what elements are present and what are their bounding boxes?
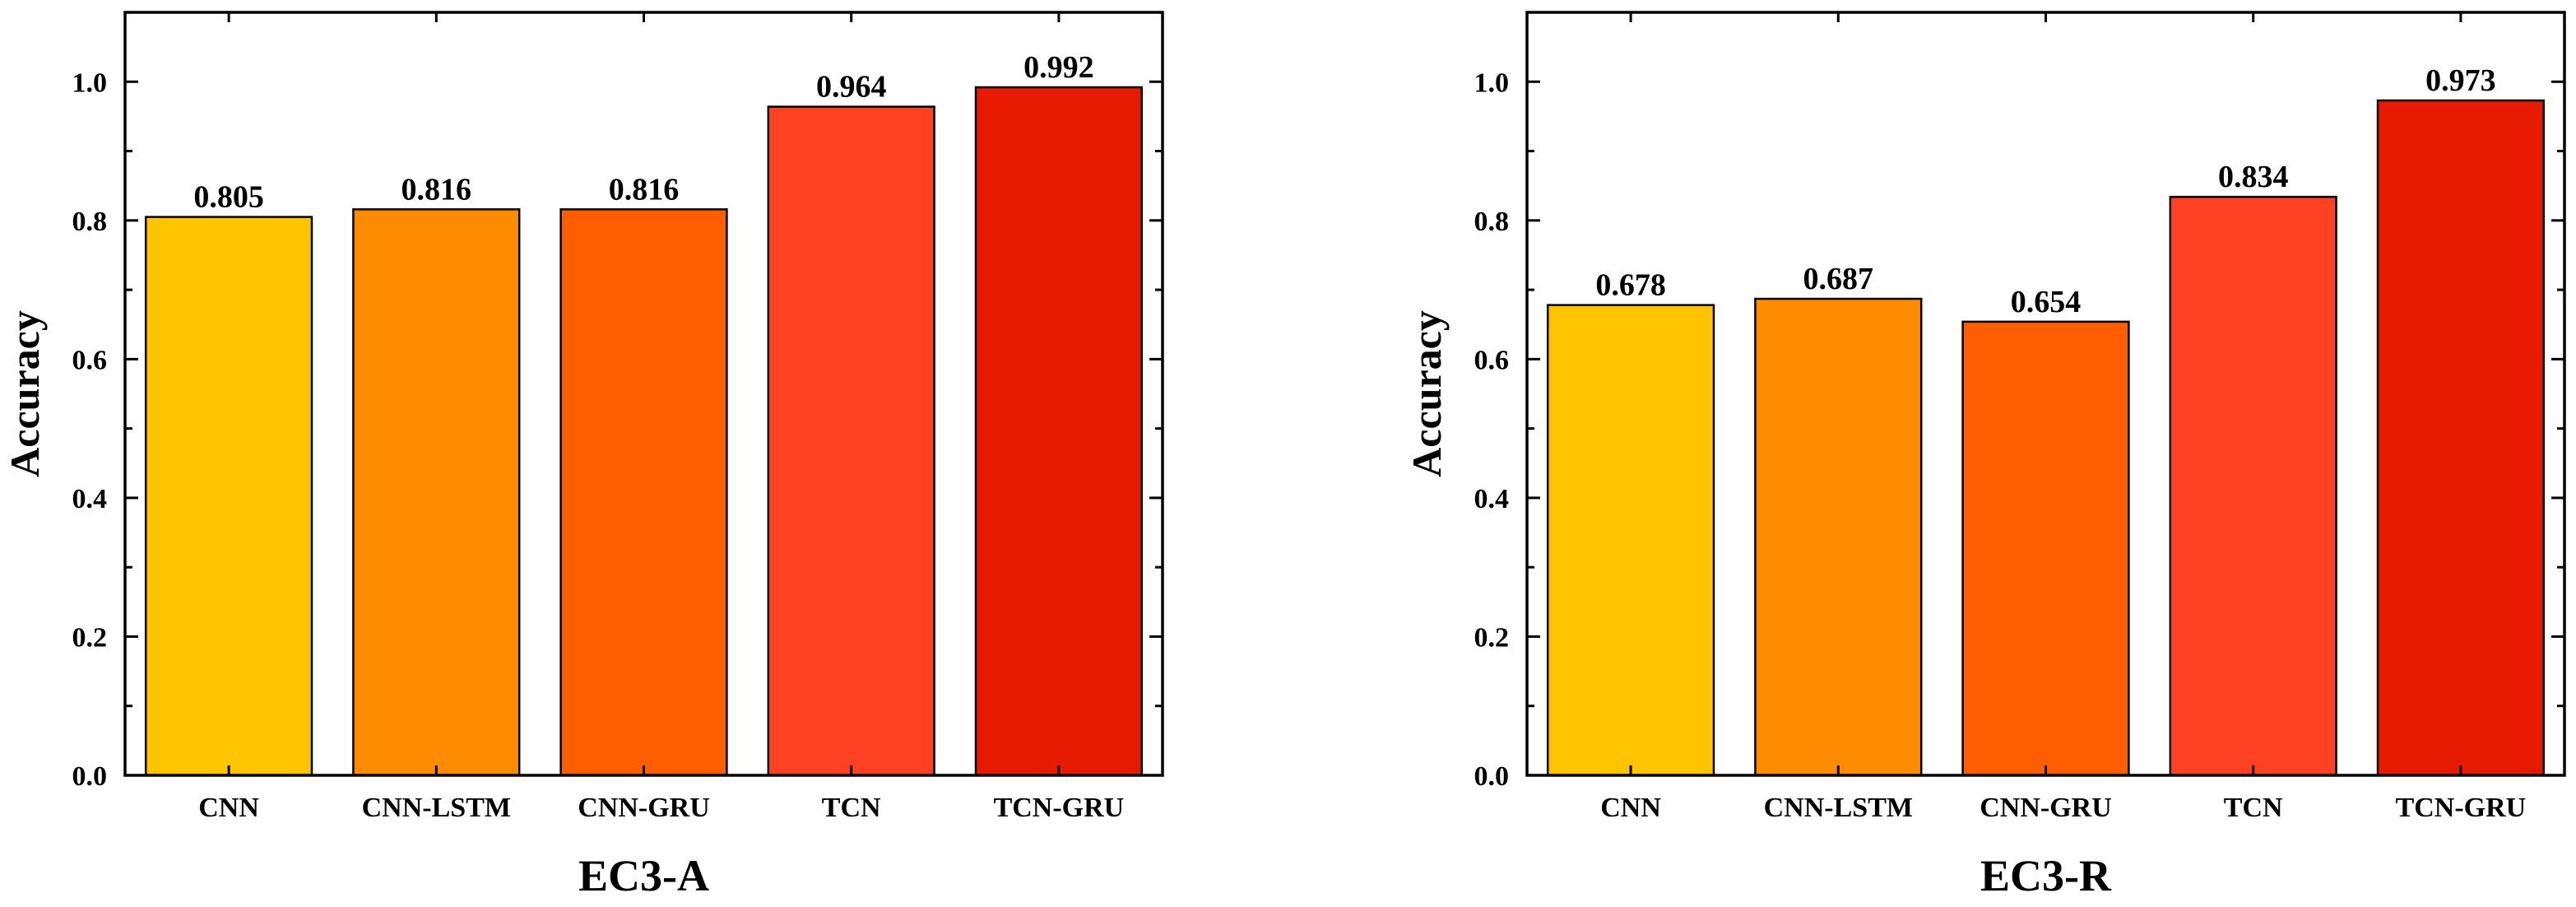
y-tick-label: 0.8 <box>72 207 108 237</box>
y-tick-label: 0.6 <box>72 345 108 375</box>
chart-panel-ec3-a: 0.805 0.816 0.816 0.964 0.992 0.0 0.2 0.4 0.6 0.8… <box>2 11 1164 900</box>
y-tick-label: 1.0 <box>72 67 108 98</box>
y-tick-label: 0.4 <box>72 484 108 514</box>
bar-value-label: 0.687 <box>1803 262 1874 296</box>
bar-value-label: 0.964 <box>816 70 887 105</box>
bar-cnn-gru <box>559 208 728 777</box>
x-category-label: CNN <box>198 793 259 823</box>
y-tick-label: 1.0 <box>1474 67 1510 98</box>
y-axis-title: Accuracy <box>1404 310 1450 477</box>
bar-value-label: 0.973 <box>2425 63 2496 98</box>
y-tick-label: 0.2 <box>1474 622 1510 653</box>
y-tick-label: 0.8 <box>1474 207 1510 237</box>
bar-value-label: 0.654 <box>2011 285 2082 319</box>
bar-value-label: 0.805 <box>193 180 264 215</box>
bar-cnn-gru <box>1961 320 2130 777</box>
chart-panel-ec3-r: 0.678 0.687 0.654 0.834 0.973 0.0 0.2 0.4 0.6 0.8… <box>1404 11 2566 900</box>
y-tick-label: 0.0 <box>1474 761 1510 792</box>
x-category-label: CNN-LSTM <box>362 793 511 823</box>
x-category-label: CNN-LSTM <box>1764 793 1913 823</box>
x-category-label: CNN-GRU <box>1980 793 2112 823</box>
y-tick-label: 0.0 <box>72 761 108 792</box>
bar-value-label: 0.834 <box>2218 160 2289 194</box>
bar-value-label: 0.678 <box>1595 268 1666 303</box>
bar-cnn <box>1546 304 1715 777</box>
bar-tcn <box>767 105 935 777</box>
y-axis-title: Accuracy <box>2 310 48 477</box>
x-axis-title: EC3-R <box>1980 851 2112 900</box>
x-category-label: TCN <box>822 793 881 823</box>
x-category-label: TCN-GRU <box>994 793 1125 823</box>
bar-tcn-gru <box>2376 99 2546 777</box>
bar-value-label: 0.816 <box>609 172 680 207</box>
x-category-label: CNN-GRU <box>578 793 710 823</box>
bar-cnn <box>144 216 313 777</box>
x-category-label: TCN-GRU <box>2396 793 2527 823</box>
bar-value-label: 0.992 <box>1023 50 1094 85</box>
x-axis-title: EC3-A <box>578 851 709 900</box>
bar-value-label: 0.816 <box>401 172 472 207</box>
bar-tcn <box>2169 195 2337 777</box>
x-category-label: TCN <box>2224 793 2283 823</box>
y-tick-label: 0.2 <box>72 622 108 653</box>
x-category-label: CNN <box>1600 793 1661 823</box>
y-tick-label: 0.4 <box>1474 484 1510 514</box>
bar-cnn-lstm <box>352 208 521 777</box>
bar-cnn-lstm <box>1754 297 1923 777</box>
y-tick-label: 0.6 <box>1474 345 1510 375</box>
bar-tcn-gru <box>974 86 1144 777</box>
